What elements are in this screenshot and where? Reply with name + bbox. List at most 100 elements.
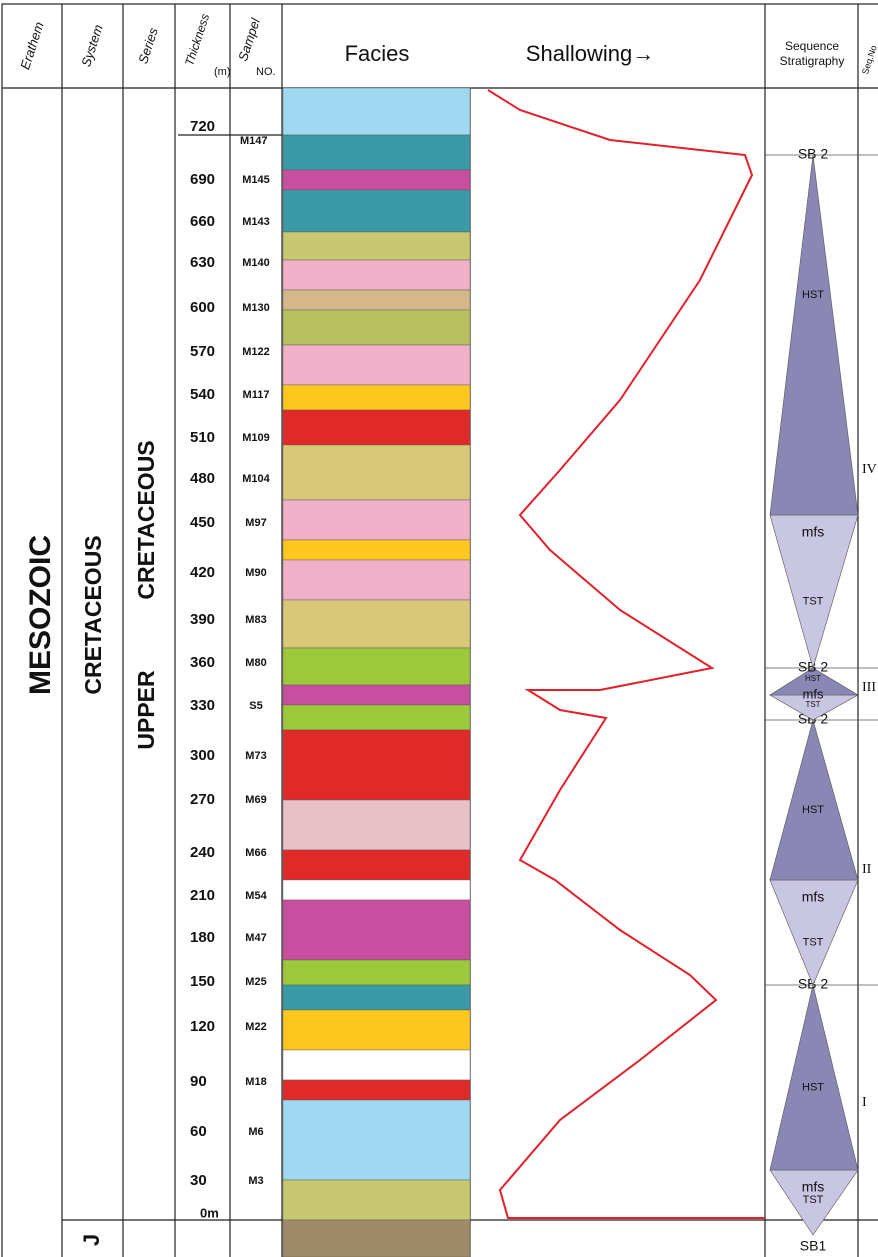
facies-layer — [283, 260, 470, 290]
thickness-label: 300 — [190, 747, 215, 764]
sample-label: M140 — [242, 257, 270, 269]
facies-layer — [283, 960, 470, 985]
sample-label: M25 — [245, 976, 266, 988]
hst-label: HST — [805, 674, 821, 683]
thickness-label: 30 — [190, 1172, 207, 1189]
facies-layer — [283, 560, 470, 600]
boundary-label: SB1 — [800, 1238, 827, 1254]
thickness-label: 450 — [190, 514, 215, 531]
thickness-label: 360 — [190, 654, 215, 671]
sample-label: S5 — [249, 700, 262, 712]
thickness-label: 510 — [190, 429, 215, 446]
tst-label: TST — [805, 700, 820, 709]
tst-label: TST — [803, 595, 824, 607]
facies-layer — [283, 850, 470, 880]
facies-layer — [283, 88, 470, 135]
thickness-label: 150 — [190, 973, 215, 990]
thickness-label: 330 — [190, 697, 215, 714]
sample-label: M143 — [242, 216, 270, 228]
header-erathem: Erathem — [17, 20, 47, 72]
facies-layer — [283, 310, 470, 345]
facies-layer — [283, 800, 470, 850]
facies-layer — [283, 1050, 470, 1080]
sample-label: M54 — [245, 890, 267, 902]
header-series: Series — [135, 25, 161, 65]
facies-column — [283, 88, 470, 1257]
header-shallowing: Shallowing→ — [526, 41, 654, 66]
sample-label: M3 — [248, 1175, 263, 1187]
facies-layer — [283, 135, 470, 170]
series: UPPER — [133, 670, 159, 750]
sample-label: M122 — [242, 346, 270, 358]
header-sample-unit: NO. — [256, 66, 276, 78]
facies-layer — [283, 1220, 470, 1257]
hst-triangle — [770, 155, 858, 515]
facies-layer — [283, 345, 470, 385]
hst-triangle — [770, 985, 858, 1170]
sample-label: M104 — [242, 473, 270, 485]
thickness-label: 60 — [190, 1123, 207, 1140]
facies-layer — [283, 190, 470, 232]
facies-layer — [283, 445, 470, 500]
facies-layer — [283, 900, 470, 960]
header-sequence: Stratigraphy — [780, 54, 845, 68]
thickness-label: 540 — [190, 386, 215, 403]
hst-triangle — [770, 720, 858, 880]
facies-layer — [283, 880, 470, 900]
facies-layer — [283, 290, 470, 310]
facies-layer — [283, 500, 470, 540]
facies-layer — [283, 1100, 470, 1180]
header-thickness: Thickness — [182, 12, 212, 68]
sample-label: M147 — [240, 135, 268, 147]
sample-label: M6 — [248, 1126, 263, 1138]
header-sample: Sampel — [235, 15, 263, 63]
sample-label: M83 — [245, 614, 266, 626]
tst-label: TST — [803, 936, 824, 948]
tst-label: TST — [803, 1194, 824, 1206]
facies-layer — [283, 170, 470, 190]
facies-layer — [283, 232, 470, 260]
facies-layer — [283, 1080, 470, 1100]
thickness-label: 660 — [190, 213, 215, 230]
facies-layer — [283, 985, 470, 1010]
thickness-label: 120 — [190, 1018, 215, 1035]
hst-label: HST — [802, 1081, 824, 1093]
thickness-label: 270 — [190, 791, 215, 808]
sample-label: M117 — [243, 389, 270, 401]
sample-label: M47 — [245, 932, 266, 944]
facies-layer — [283, 410, 470, 445]
sample-label: M66 — [245, 847, 266, 859]
mfs-label: mfs — [802, 889, 825, 905]
lower-system: J — [79, 1234, 104, 1246]
sample-label: M109 — [242, 432, 270, 444]
sample-label: M97 — [245, 517, 266, 529]
thickness-label: 180 — [190, 929, 215, 946]
sequence-number: II — [862, 862, 872, 877]
sequence-number: I — [862, 1095, 867, 1110]
mfs-label: mfs — [802, 524, 825, 540]
erathem: MESOZOIC — [24, 535, 57, 695]
facies-layer — [283, 730, 470, 800]
facies-layer — [283, 1010, 470, 1050]
facies-layer — [283, 685, 470, 705]
sample-label: M130 — [242, 302, 270, 314]
sample-label: M22 — [245, 1021, 266, 1033]
thickness-label: 570 — [190, 343, 215, 360]
hst-label: HST — [802, 804, 824, 816]
boundary-label: SB 2 — [798, 146, 829, 162]
sample-label: M18 — [245, 1076, 266, 1088]
series: CRETACEOUS — [133, 440, 159, 599]
sample-label: M80 — [245, 657, 266, 669]
thickness-label: 690 — [190, 171, 215, 188]
hst-label: HST — [802, 289, 824, 301]
facies-layer — [283, 705, 470, 730]
stratigraphic-column: Erathem System Series Thickness (m) Samp… — [0, 0, 878, 1257]
thickness-label: 420 — [190, 564, 215, 581]
thickness-label: 240 — [190, 844, 215, 861]
facies-layer — [283, 540, 470, 560]
shallowing-curve — [488, 90, 765, 1218]
thickness-label: 390 — [190, 611, 215, 628]
base-label: 0m — [200, 1205, 219, 1220]
sample-label: M73 — [245, 750, 266, 762]
sample-label: M90 — [245, 567, 266, 579]
